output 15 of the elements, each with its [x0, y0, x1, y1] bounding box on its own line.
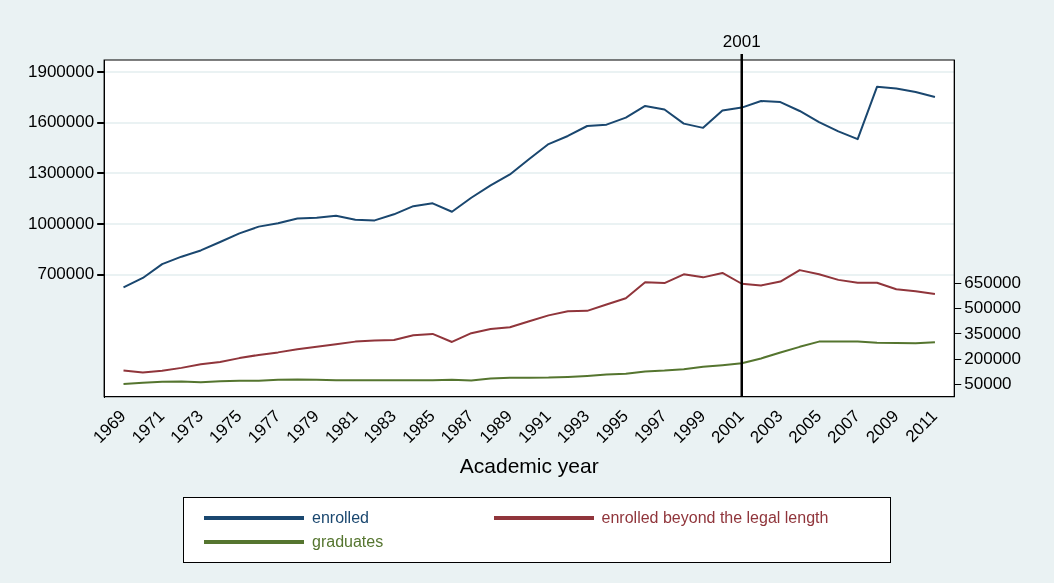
y-tick-label: 1000000 — [27, 213, 95, 233]
y-tick-label: 700000 — [37, 264, 95, 284]
y-tick-label: 1900000 — [27, 61, 95, 81]
y-tick-label: 1600000 — [27, 112, 95, 132]
text: graduates — [312, 533, 384, 551]
x-axis-title: Academic year — [459, 454, 599, 478]
text: enrolled beyond the legal length — [601, 509, 829, 527]
y2-tick-label: 500000 — [964, 298, 1022, 318]
y2-tick-label: 350000 — [964, 323, 1022, 343]
y2-tick-label: 50000 — [964, 374, 1012, 394]
text: enrolled — [312, 509, 369, 527]
y2-tick-label: 650000 — [964, 273, 1022, 293]
ref-line-label: 2001 — [722, 32, 761, 52]
y2-tick-label: 200000 — [964, 348, 1022, 368]
y-tick-label: 1300000 — [27, 163, 95, 183]
